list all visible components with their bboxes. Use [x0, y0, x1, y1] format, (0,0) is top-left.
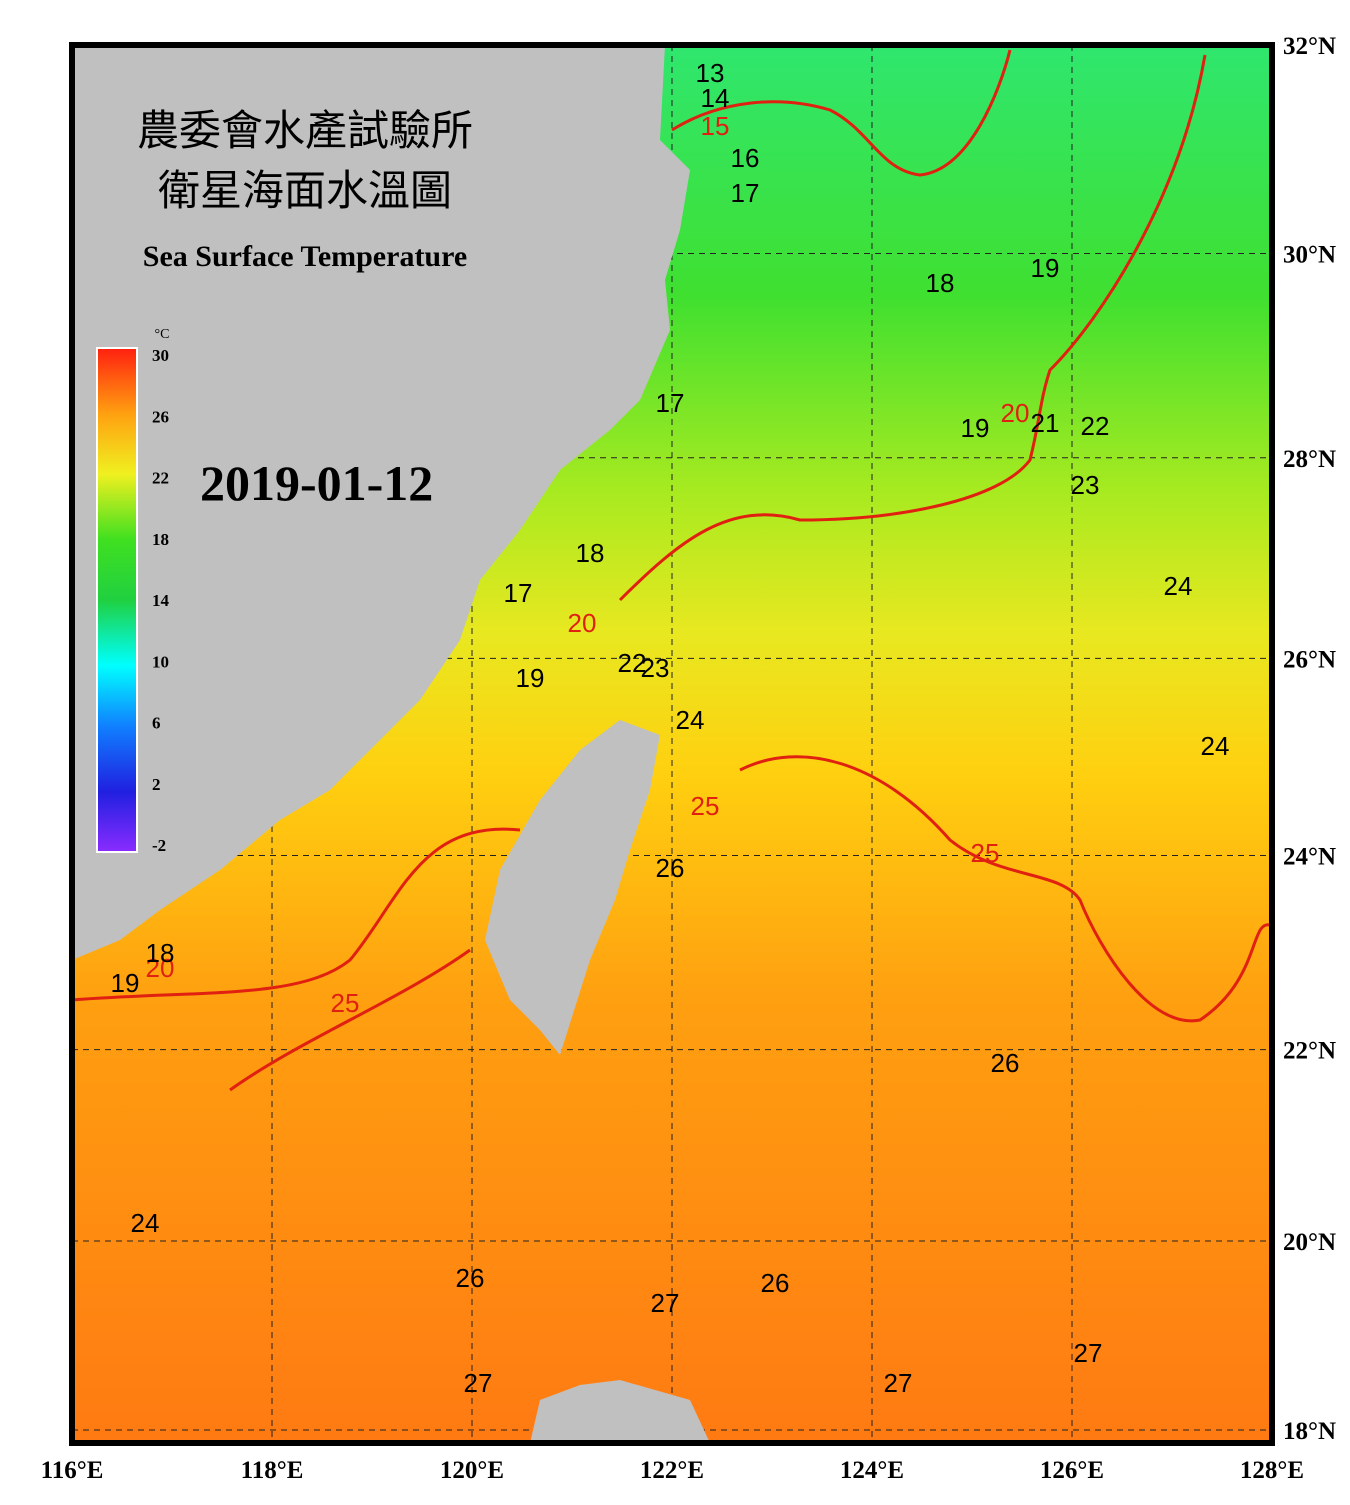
isotherm [229, 755, 1271, 1092]
y-tick-label: 18°N [1283, 1418, 1336, 1445]
colorbar-tick-label: 30 [152, 346, 169, 365]
x-tick-label: 116°E [41, 1457, 104, 1484]
date: 2019-01-12 [200, 455, 433, 511]
luzon [530, 1380, 710, 1443]
contour-label: 24 [1201, 731, 1230, 761]
contour-label: 27 [1074, 1338, 1103, 1368]
y-tick-label: 22°N [1283, 1038, 1336, 1065]
contour-label: 27 [884, 1368, 913, 1398]
isotherm [71, 827, 521, 1002]
contour-label: 17 [731, 178, 760, 208]
contour-label: 20 [1001, 398, 1030, 428]
contour-label: 18 [576, 538, 605, 568]
contour-label: 26 [656, 853, 685, 883]
contour-label: 17 [504, 578, 533, 608]
contour-label: 24 [131, 1208, 160, 1238]
colorbar-tick-label: 14 [152, 591, 170, 610]
x-tick-label: 124°E [840, 1457, 904, 1484]
x-tick-label: 118°E [241, 1457, 304, 1484]
colorbar-tick-label: 6 [152, 714, 161, 733]
contour-label: 24 [676, 705, 705, 735]
x-tick-label: 126°E [1040, 1457, 1104, 1484]
colorbar-tick-label: -2 [152, 836, 166, 855]
isotherm [618, 54, 1207, 602]
contour-label: 26 [991, 1048, 1020, 1078]
x-tick-label: 128°E [1240, 1457, 1304, 1484]
contour-label: 17 [656, 388, 685, 418]
subtitle-zh: 衛星海面水溫圖 [158, 169, 452, 215]
contour-label: 15 [701, 111, 730, 141]
colorbar-tick-label: 10 [152, 652, 169, 671]
contour-label: 19 [961, 413, 990, 443]
contour-label: 27 [651, 1288, 680, 1318]
title-en: Sea Surface Temperature [143, 240, 467, 273]
mainland [72, 45, 690, 960]
contour-label: 19 [516, 663, 545, 693]
contour-label: 19 [1031, 253, 1060, 283]
taiwan [485, 720, 660, 1055]
y-tick-label: 24°N [1283, 843, 1336, 870]
map-frame [69, 42, 1275, 1446]
x-tick-label: 122°E [640, 1457, 704, 1484]
contour-label: 23 [641, 653, 670, 683]
contour-label: 21 [1031, 408, 1060, 438]
contour-label: 22 [1081, 411, 1110, 441]
contour-label: 16 [731, 143, 760, 173]
y-tick-label: 20°N [1283, 1229, 1336, 1256]
colorbar [96, 347, 138, 853]
title-zh: 農委會水產試驗所 [137, 108, 473, 155]
contour-label: 20 [568, 608, 597, 638]
contour-label: 25 [331, 988, 360, 1018]
contour-label: 25 [971, 838, 1000, 868]
colorbar-tick-label: 26 [152, 407, 169, 426]
y-tick-label: 28°N [1283, 446, 1336, 473]
contour-label: 27 [464, 1368, 493, 1398]
contour-label: 13 [696, 58, 725, 88]
contour-label: 26 [456, 1263, 485, 1293]
contour-label: 19 [111, 968, 140, 998]
x-tick-label: 120°E [440, 1457, 504, 1484]
contour-label: 14 [701, 83, 730, 113]
y-tick-label: 32°N [1283, 33, 1336, 60]
contour-label: 18 [926, 268, 955, 298]
contour-label: 18 [146, 938, 175, 968]
y-tick-label: 26°N [1283, 646, 1336, 673]
contour-label: 24 [1164, 571, 1193, 601]
y-tick-label: 30°N [1283, 241, 1336, 268]
colorbar-unit: °C [155, 327, 170, 342]
isotherm [671, 49, 1012, 177]
colorbar-tick-label: 22 [152, 469, 169, 488]
contour-label: 22 [618, 648, 647, 678]
contour-label: 26 [761, 1268, 790, 1298]
colorbar-tick-label: 2 [152, 775, 161, 794]
colorbar-tick-label: 18 [152, 530, 169, 549]
contour-label: 25 [691, 791, 720, 821]
contour-label: 20 [146, 953, 175, 983]
contour-label: 23 [1071, 470, 1100, 500]
